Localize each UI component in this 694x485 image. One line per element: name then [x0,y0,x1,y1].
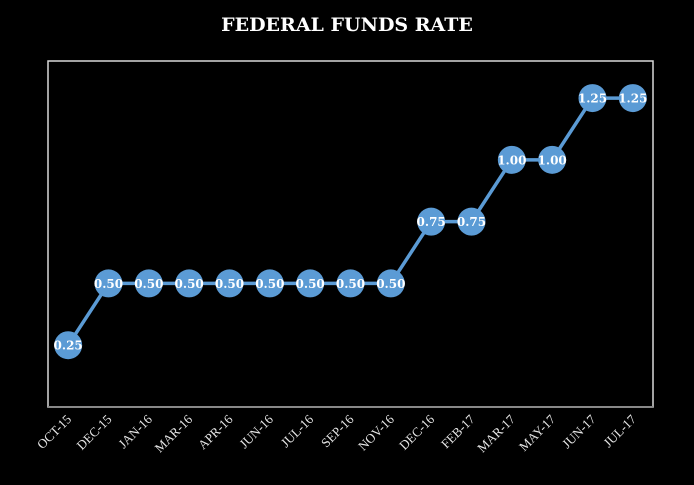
data-point [94,269,123,298]
x-tick-label: MAY-17 [516,411,559,454]
x-tick-label: MAR-17 [474,411,518,455]
x-tick-label: MAR-16 [151,411,195,455]
x-tick-label: OCT-15 [34,412,74,452]
data-point [417,207,446,236]
x-tick-label: FEB-17 [438,411,478,451]
data-label: 0.25 [54,339,83,353]
data-label: 0.50 [94,277,123,291]
data-point [54,331,83,360]
data-point [497,145,526,174]
data-point [255,269,284,298]
data-label: 0.50 [296,277,325,291]
x-tick-label: JUN-17 [559,411,599,451]
x-tick-label: APR-16 [195,411,236,452]
x-tick-label: NOV-16 [355,411,397,453]
data-label: 0.50 [376,277,405,291]
data-point [376,269,405,298]
data-label: 1.25 [578,92,607,106]
data-label: 0.50 [255,277,284,291]
data-label: 0.50 [175,277,204,291]
data-label: 0.50 [336,277,365,291]
chart-title: FEDERAL FUNDS RATE [221,14,473,36]
data-point [538,145,567,174]
x-tick-label: JUL-16 [278,411,317,450]
data-label: 1.00 [538,153,567,167]
data-label: 0.75 [457,215,486,229]
data-label: 1.25 [618,92,647,106]
plot-area-border [47,60,654,408]
x-tick-label: JUN-16 [236,411,276,451]
data-label: 0.50 [134,277,163,291]
data-point [457,207,486,236]
x-tick-label: SEP-16 [318,411,357,450]
data-point [134,269,163,298]
x-tick-label: DEC-15 [73,412,114,453]
x-tick-label: JAN-16 [115,411,155,451]
data-point [296,269,325,298]
data-label: 1.00 [497,153,526,167]
data-point [336,269,365,298]
x-tick-label: DEC-16 [396,411,438,453]
data-point [578,84,607,113]
data-point [618,84,647,113]
data-label: 0.50 [215,277,244,291]
data-label: 0.75 [417,215,446,229]
data-point [215,269,244,298]
data-point [175,269,204,298]
x-tick-label: JUL-17 [600,411,639,450]
series-line [66,96,633,347]
